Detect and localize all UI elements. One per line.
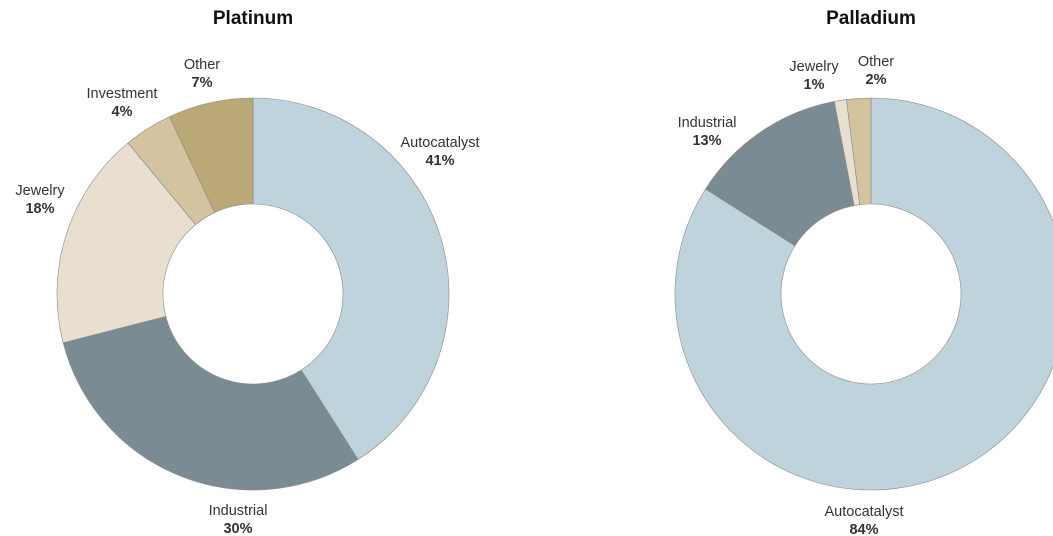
slice-label-investment: Investment <box>87 86 158 102</box>
slice-value-other: 7% <box>192 75 213 91</box>
slice-value-jewelry: 1% <box>804 77 825 93</box>
slice-labels: Autocatalyst 41% Industrial 30% Jewelry 18% In… <box>15 57 479 536</box>
slice-autocatalyst <box>252 97 450 460</box>
slice-label-industrial: Industrial <box>209 503 268 519</box>
platinum-donut-chart: Platinum Autocatalyst 41% Industrial 30% Jew… <box>15 8 479 536</box>
slice-value-other: 2% <box>866 72 887 88</box>
slice-other <box>169 97 254 213</box>
palladium-donut-chart: Palladium Autocatalyst 84% Industrial 13% Je… <box>674 8 1053 536</box>
chart-title: Palladium <box>826 8 916 29</box>
slice-label-jewelry: Jewelry <box>15 183 65 199</box>
slice-autocatalyst <box>674 97 1053 491</box>
slice-label-other: Other <box>184 57 220 73</box>
slice-label-industrial: Industrial <box>678 115 737 131</box>
slice-label-autocatalyst: Autocatalyst <box>401 135 480 151</box>
slice-label-jewelry: Jewelry <box>789 59 839 75</box>
slices <box>56 97 450 491</box>
slice-value-industrial: 30% <box>223 521 252 536</box>
slices <box>674 97 1053 491</box>
chart-title: Platinum <box>213 8 293 29</box>
slice-industrial <box>62 316 359 491</box>
slice-label-other: Other <box>858 54 894 70</box>
slice-label-autocatalyst: Autocatalyst <box>825 504 904 520</box>
slice-value-autocatalyst: 84% <box>849 522 878 536</box>
slice-value-autocatalyst: 41% <box>425 153 454 169</box>
slice-value-jewelry: 18% <box>25 201 54 217</box>
slice-value-industrial: 13% <box>692 133 721 149</box>
slice-other <box>846 97 872 206</box>
slice-jewelry <box>56 142 197 344</box>
slice-value-investment: 4% <box>112 104 133 120</box>
slice-labels: Autocatalyst 84% Industrial 13% Jewelry 1% Oth… <box>678 54 904 536</box>
